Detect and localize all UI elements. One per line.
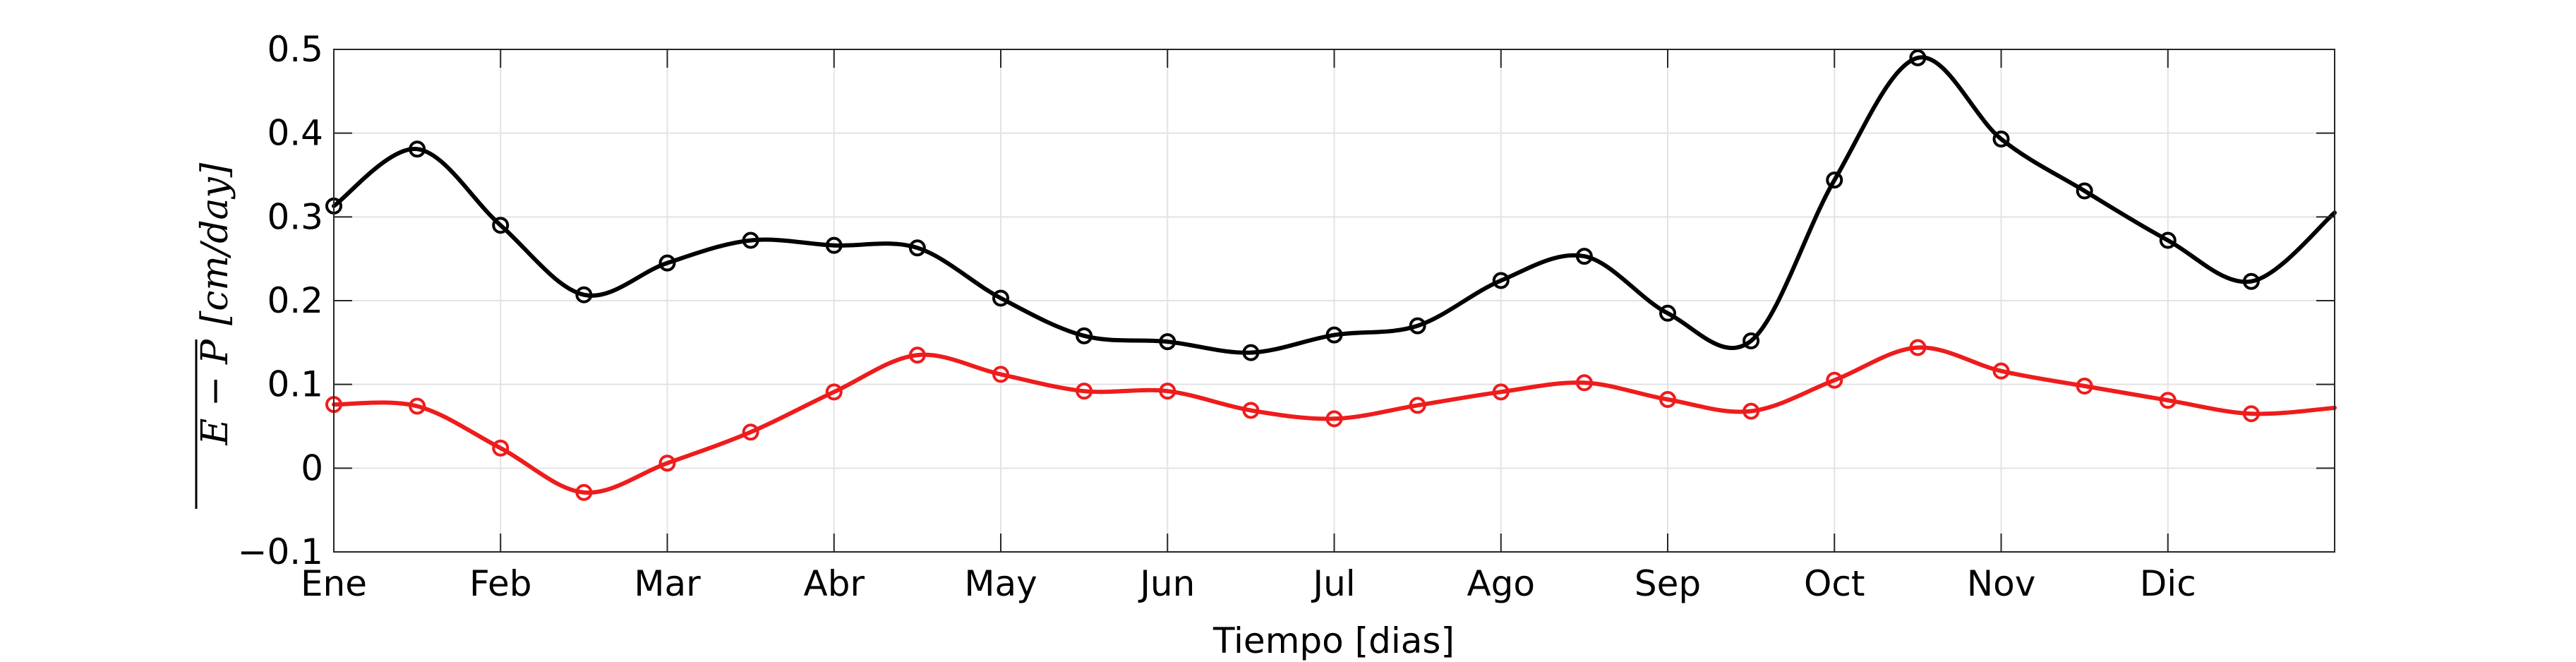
data-point: [2159, 231, 2177, 249]
data-point: [492, 439, 510, 457]
ticks: [333, 49, 2335, 553]
x-tick-label: Jul: [1311, 563, 1355, 604]
data-point: [2076, 378, 2093, 395]
data-point: [742, 423, 759, 441]
data-point: [1909, 339, 1927, 356]
data-point: [1325, 410, 1343, 428]
y-axis-title: E − P [cm/day]: [194, 162, 236, 509]
data-point: [575, 483, 593, 501]
x-tick-label: Nov: [1967, 563, 2036, 604]
data-point: [658, 455, 676, 472]
data-point: [575, 286, 593, 303]
data-point: [1992, 130, 2010, 148]
data-point: [1826, 371, 1843, 389]
data-point: [1242, 344, 1260, 361]
data-point: [992, 289, 1009, 307]
data-point: [1743, 332, 1760, 349]
y-tick-label: 0.4: [267, 113, 323, 154]
x-tick-label: May: [964, 563, 1037, 604]
x-tick-label: Oct: [1804, 563, 1865, 604]
y-tick-label: 0: [301, 447, 323, 488]
series-0: [325, 49, 2337, 361]
data-point: [2242, 405, 2260, 423]
data-point: [1159, 333, 1176, 351]
data-point: [908, 239, 926, 257]
data-point: [1492, 272, 1510, 289]
data-point: [1325, 326, 1343, 344]
data-point: [2242, 272, 2260, 290]
data-point: [409, 140, 426, 158]
data-point: [1659, 391, 1676, 409]
data-point: [908, 347, 926, 364]
x-tick-label: Sep: [1635, 563, 1701, 604]
data-point: [2076, 182, 2093, 200]
x-tick-labels: Ene Feb Mar Abr May Jun Jul Ago Sep Oct Nov Dic: [301, 563, 2196, 604]
data-point: [658, 254, 676, 272]
x-axis-title: Tiempo [dias]: [1212, 620, 1455, 661]
data-point: [992, 366, 1009, 383]
data-point: [1492, 383, 1510, 401]
data-point: [1575, 374, 1593, 392]
data-point: [825, 236, 843, 254]
data-point: [1076, 327, 1093, 344]
data-point: [1659, 304, 1676, 322]
y-tick-labels: −0.1 0 0.1 0.2 0.3 0.4 0.5: [238, 29, 323, 572]
y-tick-label: 0.2: [267, 280, 323, 321]
data-point: [1575, 248, 1593, 265]
data-point: [1242, 402, 1260, 419]
data-point: [409, 397, 426, 415]
x-tick-label: Ago: [1467, 563, 1535, 604]
y-tick-label: 0.3: [267, 196, 323, 237]
series-1: [325, 339, 2337, 501]
data-point: [1826, 171, 1843, 189]
data-point: [1409, 397, 1426, 414]
data-point: [2159, 392, 2177, 409]
x-tick-label: Mar: [634, 563, 701, 604]
data-point: [1076, 383, 1093, 400]
x-tick-label: Ene: [301, 563, 367, 604]
data-point: [1909, 49, 1927, 66]
data-point: [742, 231, 759, 249]
data-point: [1159, 383, 1176, 400]
data-point: [492, 217, 510, 234]
y-tick-label: 0.1: [267, 364, 323, 405]
x-tick-label: Abr: [804, 563, 865, 604]
data-point: [1992, 362, 2010, 380]
series-layer: [325, 49, 2337, 501]
x-tick-label: Jun: [1138, 563, 1195, 604]
y-tick-label: 0.5: [267, 29, 323, 70]
y-tick-label: −0.1: [238, 531, 323, 572]
x-tick-label: Feb: [469, 563, 532, 604]
x-tick-label: Dic: [2140, 563, 2196, 604]
y-axis-title-math: E − P: [194, 339, 236, 446]
series-line: [332, 55, 2337, 355]
data-point: [1743, 402, 1760, 420]
data-point: [825, 383, 843, 401]
y-axis-title-units: [cm/day]: [194, 162, 236, 325]
data-point: [1409, 317, 1426, 335]
